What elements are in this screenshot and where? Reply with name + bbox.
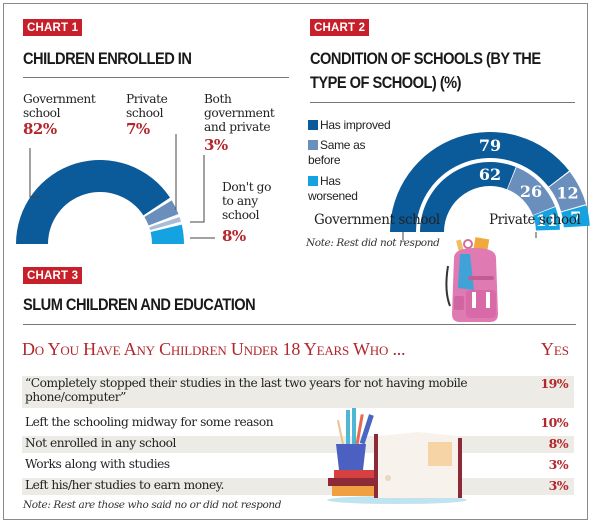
row-value: 3% <box>548 478 569 493</box>
legend-item-worsened: Has worsened <box>308 174 358 203</box>
private-value-same: 26 <box>520 182 542 201</box>
legend-swatch-same <box>308 140 318 150</box>
chart1-label-both: Both government and private <box>204 92 275 134</box>
government-value-worsened: 7 <box>570 208 581 227</box>
table-row: Left his/her studies to earn money. 3% <box>22 478 574 495</box>
chart1-label-private: Private school <box>126 92 168 120</box>
leader-line-both <box>190 155 205 223</box>
row-value: 19% <box>540 376 569 391</box>
government-slice-worsened <box>561 205 590 228</box>
chart2-concentric-donut: 79 12 7 62 26 11 <box>390 132 590 240</box>
government-value-same: 12 <box>556 184 578 203</box>
slice-both <box>149 217 181 231</box>
legend-item-improved: Has improved <box>308 118 391 133</box>
chart1-donut <box>16 134 215 244</box>
row-value: 3% <box>548 457 569 472</box>
chart1-title: CHILDREN ENROLLED IN <box>23 49 192 68</box>
table-row: Works along with studies 3% <box>25 457 569 472</box>
ring-label-private: Private school <box>489 212 581 228</box>
chart2-title-line2: TYPE OF SCHOOL) (%) <box>310 73 462 92</box>
legend-swatch-improved <box>308 120 318 130</box>
leader-line-government <box>29 148 40 198</box>
table-row: Left the schooling midway for some reaso… <box>25 415 569 430</box>
chart1-title-rule <box>23 77 289 78</box>
chart1-value-private: 7% <box>126 120 150 138</box>
ring-label-government: Government school <box>314 212 440 228</box>
private-value-improved: 62 <box>479 165 501 184</box>
chart1-label-government: Government school <box>23 92 96 120</box>
table-question-header: Do You Have Any Children Under 18 Years … <box>22 339 406 359</box>
table-row: Not enrolled in any school 8% <box>22 436 574 453</box>
private-slice-improved <box>420 162 516 232</box>
slice-government <box>16 160 171 244</box>
books-illustration <box>327 408 467 504</box>
chart3-title-rule <box>23 324 576 325</box>
legend-item-same: Same as before <box>308 138 366 167</box>
table-row: “Completely stopped their studies in the… <box>22 376 574 408</box>
private-slice-worsened <box>532 207 560 231</box>
chart1-label-none: Don't go to any school <box>222 180 272 222</box>
legend-swatch-worsened <box>308 176 318 186</box>
chart3-tag: CHART 3 <box>23 267 83 284</box>
slice-none <box>150 224 184 244</box>
chart2-note: Note: Rest did not respond <box>306 237 440 249</box>
backpack-illustration <box>445 237 498 322</box>
chart1-tag: CHART 1 <box>23 19 83 36</box>
chart2-title-line1: CONDITION OF SCHOOLS (BY THE <box>310 49 541 68</box>
private-slice-same <box>507 167 556 216</box>
chart3-title: SLUM CHILDREN AND EDUCATION <box>23 295 256 314</box>
chart2-title-rule <box>310 102 575 103</box>
government-value-improved: 79 <box>479 136 501 155</box>
chart1-value-none: 8% <box>222 227 246 245</box>
slice-private <box>144 200 179 226</box>
chart3-note: Note: Rest are those who said no or did … <box>23 499 282 511</box>
row-value: 10% <box>540 415 569 430</box>
chart1-value-government: 82% <box>23 120 57 138</box>
table-yes-header: Yes <box>540 339 569 359</box>
chart2-tag: CHART 2 <box>310 19 370 36</box>
chart1-value-both: 3% <box>204 136 228 154</box>
row-value: 8% <box>548 436 569 451</box>
government-slice-same <box>549 171 587 212</box>
private-value-worsened: 11 <box>536 211 558 230</box>
government-slice-improved <box>390 132 570 232</box>
